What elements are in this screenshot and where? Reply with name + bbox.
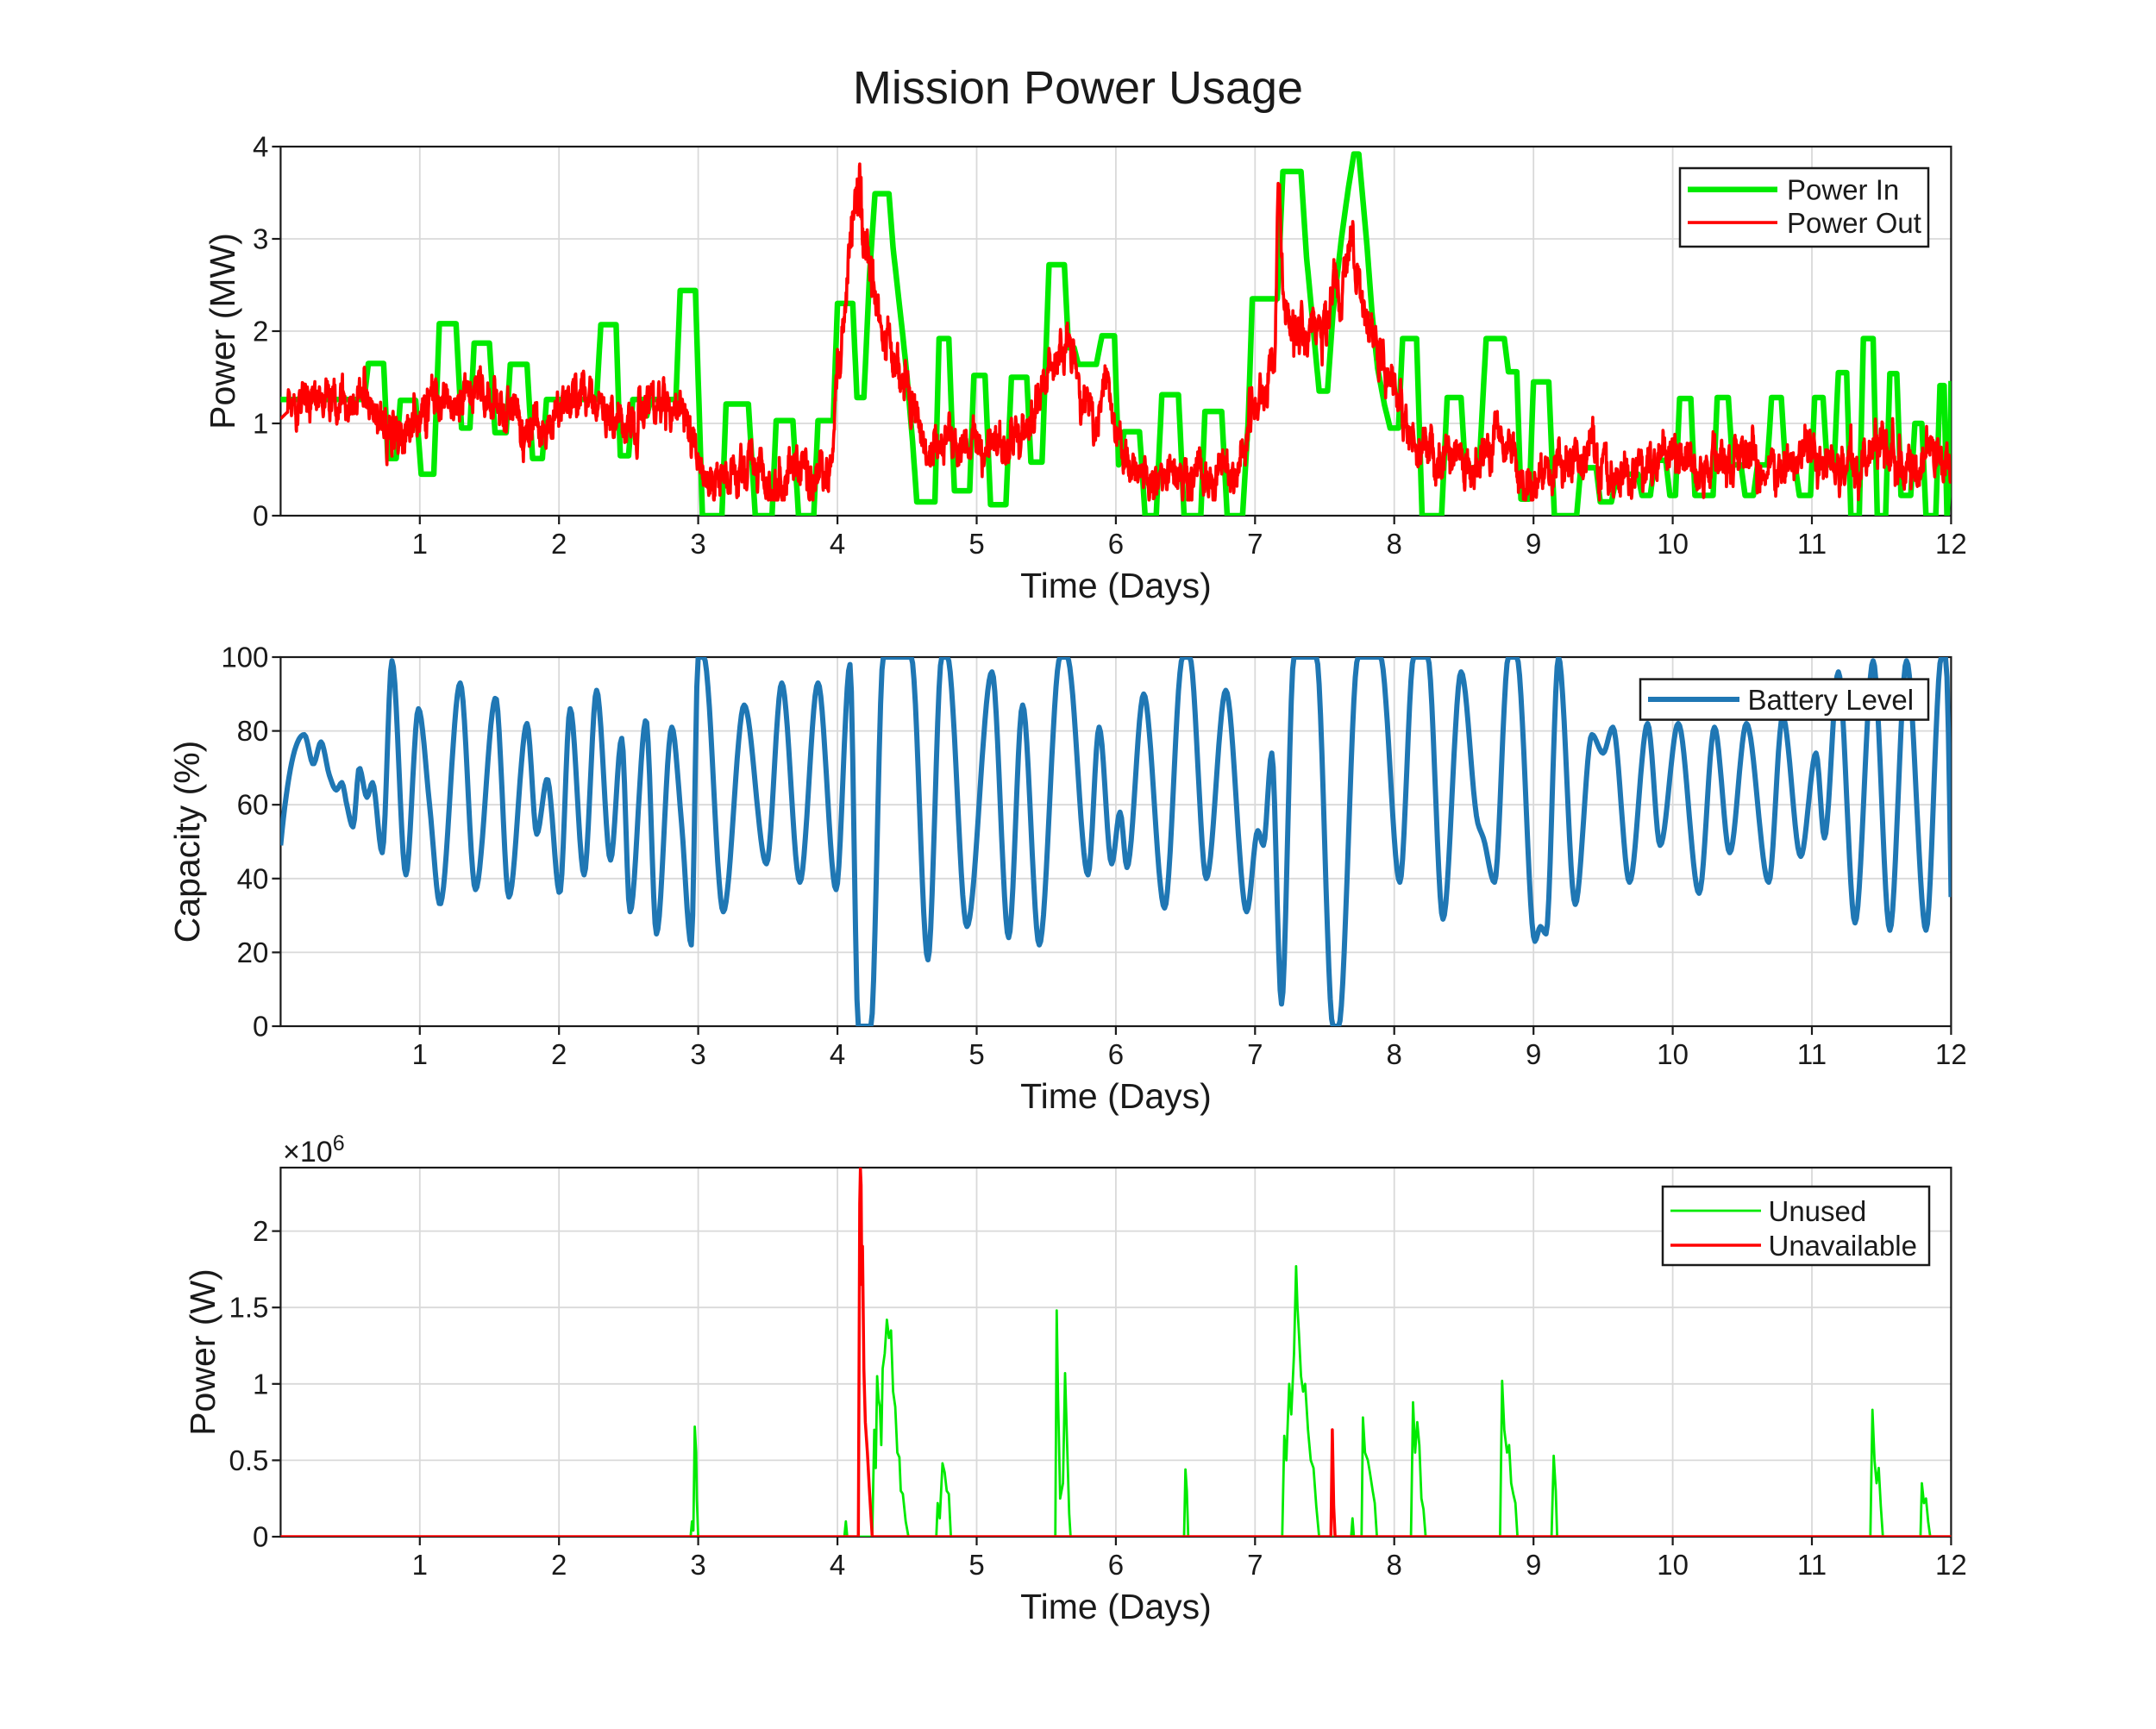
svg-text:4: 4 <box>830 1549 845 1581</box>
svg-text:11: 11 <box>1797 1549 1827 1581</box>
svg-text:7: 7 <box>1247 528 1263 560</box>
svg-text:7: 7 <box>1247 1549 1263 1581</box>
svg-text:10: 10 <box>1657 1549 1689 1581</box>
svg-text:2: 2 <box>551 1549 567 1581</box>
svg-text:1: 1 <box>253 1368 268 1400</box>
svg-text:12: 12 <box>1935 528 1967 560</box>
svg-text:Time (Days): Time (Days) <box>1020 1076 1212 1116</box>
svg-text:Power Out: Power Out <box>1787 207 1921 239</box>
svg-text:2: 2 <box>253 1215 268 1247</box>
svg-text:0.5: 0.5 <box>229 1444 269 1476</box>
svg-text:1.5: 1.5 <box>229 1292 269 1324</box>
svg-text:1: 1 <box>412 528 428 560</box>
svg-text:0: 0 <box>253 1521 268 1553</box>
svg-text:80: 80 <box>237 715 269 747</box>
svg-text:Capacity (%): Capacity (%) <box>167 741 207 943</box>
svg-text:8: 8 <box>1387 1549 1402 1581</box>
svg-text:Battery Level: Battery Level <box>1748 684 1915 716</box>
svg-text:11: 11 <box>1797 1038 1827 1070</box>
svg-text:2: 2 <box>551 1038 567 1070</box>
svg-text:0: 0 <box>253 1011 268 1043</box>
svg-text:6: 6 <box>1108 1038 1124 1070</box>
svg-text:3: 3 <box>690 1549 705 1581</box>
svg-text:3: 3 <box>253 223 268 255</box>
svg-text:9: 9 <box>1526 1038 1541 1070</box>
svg-text:8: 8 <box>1387 528 1402 560</box>
svg-text:1: 1 <box>253 408 268 440</box>
svg-text:9: 9 <box>1526 528 1541 560</box>
svg-text:12: 12 <box>1935 1549 1967 1581</box>
svg-text:7: 7 <box>1247 1038 1263 1070</box>
svg-text:10: 10 <box>1657 1038 1689 1070</box>
svg-text:2: 2 <box>253 316 268 348</box>
svg-text:6: 6 <box>1108 528 1124 560</box>
svg-text:0: 0 <box>253 500 268 532</box>
svg-text:12: 12 <box>1935 1038 1967 1070</box>
svg-text:1: 1 <box>412 1038 428 1070</box>
svg-text:11: 11 <box>1797 528 1827 560</box>
svg-text:Time (Days): Time (Days) <box>1020 1587 1212 1626</box>
svg-text:4: 4 <box>830 528 845 560</box>
svg-text:8: 8 <box>1387 1038 1402 1070</box>
svg-text:40: 40 <box>237 862 269 894</box>
svg-text:5: 5 <box>968 1038 984 1070</box>
svg-text:9: 9 <box>1526 1549 1541 1581</box>
svg-text:20: 20 <box>237 937 269 968</box>
svg-text:4: 4 <box>830 1038 845 1070</box>
svg-text:6: 6 <box>1108 1549 1124 1581</box>
svg-text:100: 100 <box>221 642 268 673</box>
svg-text:5: 5 <box>968 1549 984 1581</box>
svg-text:60: 60 <box>237 789 269 821</box>
svg-text:1: 1 <box>412 1549 428 1581</box>
svg-text:Unavailable: Unavailable <box>1769 1230 1917 1262</box>
svg-text:Time (Days): Time (Days) <box>1020 566 1212 605</box>
svg-text:5: 5 <box>968 528 984 560</box>
svg-text:3: 3 <box>690 1038 705 1070</box>
svg-text:2: 2 <box>551 528 567 560</box>
svg-text:Power (W): Power (W) <box>183 1269 222 1436</box>
svg-text:Power In: Power In <box>1787 174 1899 206</box>
svg-text:Power (MW): Power (MW) <box>203 233 242 429</box>
svg-text:3: 3 <box>690 528 705 560</box>
svg-text:Unused: Unused <box>1769 1195 1867 1227</box>
svg-text:4: 4 <box>253 131 268 163</box>
svg-text:Mission Power Usage: Mission Power Usage <box>853 62 1303 114</box>
svg-text:10: 10 <box>1657 528 1689 560</box>
